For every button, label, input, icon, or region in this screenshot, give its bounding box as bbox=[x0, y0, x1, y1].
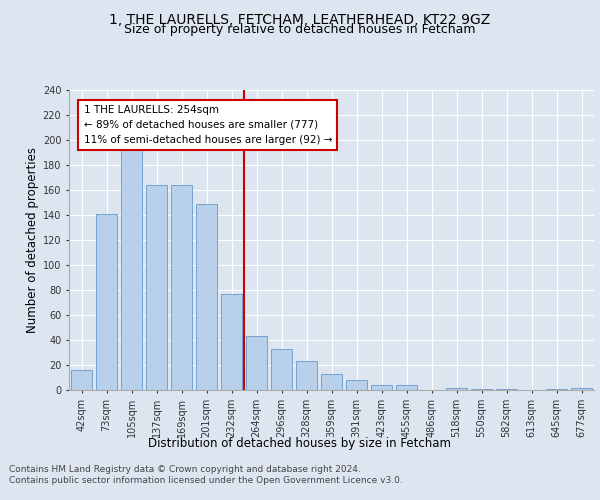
Bar bbox=[471, 389, 492, 390]
Bar bbox=[571, 388, 592, 390]
Text: Distribution of detached houses by size in Fetcham: Distribution of detached houses by size … bbox=[149, 438, 452, 450]
Text: Contains public sector information licensed under the Open Government Licence v3: Contains public sector information licen… bbox=[9, 476, 403, 485]
Y-axis label: Number of detached properties: Number of detached properties bbox=[26, 147, 38, 333]
Text: Contains HM Land Registry data © Crown copyright and database right 2024.: Contains HM Land Registry data © Crown c… bbox=[9, 465, 361, 474]
Bar bbox=[321, 374, 342, 390]
Bar bbox=[346, 380, 367, 390]
Bar bbox=[371, 385, 392, 390]
Bar bbox=[196, 204, 217, 390]
Bar bbox=[121, 141, 142, 390]
Text: 1 THE LAURELLS: 254sqm
← 89% of detached houses are smaller (777)
11% of semi-de: 1 THE LAURELLS: 254sqm ← 89% of detached… bbox=[83, 105, 332, 144]
Bar bbox=[396, 385, 417, 390]
Bar bbox=[296, 361, 317, 390]
Bar bbox=[496, 389, 517, 390]
Bar bbox=[171, 185, 192, 390]
Text: 1, THE LAURELLS, FETCHAM, LEATHERHEAD, KT22 9GZ: 1, THE LAURELLS, FETCHAM, LEATHERHEAD, K… bbox=[109, 12, 491, 26]
Text: Size of property relative to detached houses in Fetcham: Size of property relative to detached ho… bbox=[124, 22, 476, 36]
Bar bbox=[271, 349, 292, 390]
Bar bbox=[446, 388, 467, 390]
Bar bbox=[246, 336, 267, 390]
Bar bbox=[71, 370, 92, 390]
Bar bbox=[546, 389, 567, 390]
Bar bbox=[221, 294, 242, 390]
Bar bbox=[96, 214, 117, 390]
Bar bbox=[146, 185, 167, 390]
